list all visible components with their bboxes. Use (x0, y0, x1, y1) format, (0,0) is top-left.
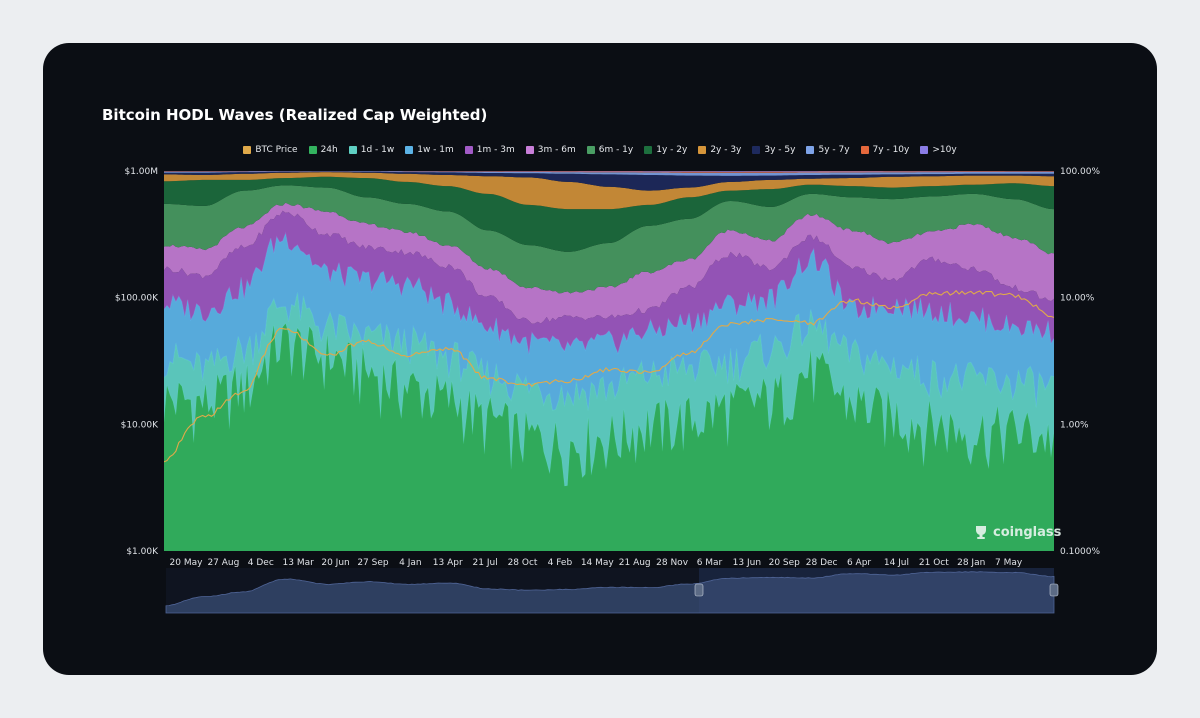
legend-swatch (405, 146, 414, 154)
legend-swatch (920, 146, 929, 154)
x-tick: 21 Jul (473, 558, 498, 568)
x-tick: 6 Apr (847, 558, 871, 568)
band-1w-1m[interactable] (164, 233, 1054, 411)
x-tick: 28 Dec (806, 558, 838, 568)
legend-label: 2y - 3y (710, 145, 742, 155)
chart-card: Bitcoin HODL Waves (Realized Cap Weighte… (43, 43, 1157, 675)
x-tick: 20 Sep (769, 558, 801, 568)
navigator-left-handle[interactable] (694, 583, 704, 597)
x-tick: 27 Sep (357, 558, 389, 568)
band-6m-1y[interactable] (164, 185, 1054, 294)
x-tick: 21 Oct (919, 558, 949, 568)
y-left-tick: $1.00M (124, 167, 158, 177)
legend-item-7[interactable]: 1y - 2y (644, 145, 687, 155)
legend-label: BTC Price (255, 145, 298, 155)
legend-swatch (752, 146, 761, 154)
legend-swatch (586, 146, 595, 154)
legend-swatch (464, 146, 473, 154)
legend-label: 1m - 3m (476, 145, 515, 155)
legend-swatch (243, 146, 252, 154)
x-tick: 28 Oct (508, 558, 538, 568)
legend-swatch (308, 146, 317, 154)
legend-item-5[interactable]: 3m - 6m (525, 145, 576, 155)
legend-label: 1w - 1m (417, 145, 454, 155)
y-right-tick: 10.00% (1060, 294, 1095, 304)
legend-swatch (698, 146, 707, 154)
y-right-tick: 1.00% (1060, 420, 1089, 430)
y-right-tick: 100.00% (1060, 167, 1100, 177)
legend-label: 3y - 5y (764, 145, 796, 155)
legend-label: 1y - 2y (656, 145, 688, 155)
legend-item-12[interactable]: >10y (920, 145, 957, 155)
legend-label: 7y - 10y (872, 145, 910, 155)
watermark: coinglass (973, 524, 1061, 540)
legend-item-8[interactable]: 2y - 3y (698, 145, 741, 155)
band-1m-3m[interactable] (164, 210, 1054, 355)
y-left-tick: $1.00K (126, 547, 159, 557)
band-1y-2y[interactable] (164, 176, 1054, 252)
x-tick: 14 May (581, 558, 615, 568)
legend-label: 24h (320, 145, 338, 155)
hodl-waves-chart: $1.00K $10.00K $100.00K $1.00M 0.1000% 1.00%… (115, 167, 1100, 614)
x-tick: 4 Feb (548, 558, 573, 568)
legend-label: 1d - 1w (360, 145, 395, 155)
x-tick: 13 Mar (283, 558, 315, 568)
navigator-right-handle[interactable] (1049, 583, 1059, 597)
legend-swatch (348, 146, 357, 154)
x-tick: 14 Jul (884, 558, 909, 568)
band-2y-3y[interactable] (164, 172, 1054, 210)
range-navigator[interactable] (165, 568, 1059, 614)
legend-label: 6m - 1y (598, 145, 634, 155)
x-tick: 13 Apr (433, 558, 463, 568)
legend-label: >10y (932, 145, 957, 155)
x-tick: 21 Aug (619, 558, 651, 568)
x-tick: 13 Jun (733, 558, 761, 568)
x-tick: 20 Jun (321, 558, 349, 568)
navigator-series (165, 571, 1055, 614)
chart-legend: BTC Price 24h 1d - 1w 1w - 1m 1m - 3m 3m - 6m… (43, 145, 1157, 155)
legend-item-10[interactable]: 5y - 7y (806, 145, 850, 155)
band-7y-10y[interactable] (164, 171, 1054, 173)
x-tick: 7 May (995, 558, 1023, 568)
legend-label: 3m - 6m (537, 145, 576, 155)
legend-item-3[interactable]: 1w - 1m (405, 145, 454, 155)
legend-item-2[interactable]: 1d - 1w (348, 145, 395, 155)
legend-swatch (860, 146, 869, 154)
watermark-text: coinglass (993, 524, 1062, 540)
legend-item-4[interactable]: 1m - 3m (464, 145, 515, 155)
chart-title: Bitcoin HODL Waves (Realized Cap Weighte… (102, 106, 488, 124)
x-tick: 27 Aug (207, 558, 239, 568)
y-right-tick: 0.1000% (1060, 547, 1100, 557)
legend-item-0[interactable]: BTC Price (243, 145, 298, 155)
legend-swatch (644, 146, 653, 154)
band-5y-7y[interactable] (164, 171, 1054, 176)
legend-swatch (525, 146, 534, 154)
legend-label: 5y - 7y (818, 145, 850, 155)
legend-swatch (806, 146, 815, 154)
x-tick: 20 May (170, 558, 204, 568)
band-3y-5y[interactable] (164, 171, 1054, 191)
x-tick: 28 Jan (957, 558, 985, 568)
x-tick: 4 Dec (248, 558, 274, 568)
btc-price-line[interactable] (164, 289, 1054, 463)
coinglass-logo-icon (976, 526, 986, 539)
band-3m-6m[interactable] (164, 202, 1054, 324)
y-left-tick: $100.00K (115, 294, 159, 304)
band-1d-1w[interactable] (164, 292, 1054, 487)
band--10y[interactable] (164, 171, 1054, 172)
x-tick: 4 Jan (399, 558, 421, 568)
x-tick: 28 Nov (656, 558, 689, 568)
legend-item-6[interactable]: 6m - 1y (586, 145, 634, 155)
legend-item-11[interactable]: 7y - 10y (860, 145, 910, 155)
y-left-tick: $10.00K (121, 420, 159, 430)
legend-item-1[interactable]: 24h (308, 145, 338, 155)
x-tick: 6 Mar (697, 558, 723, 568)
legend-item-9[interactable]: 3y - 5y (752, 145, 795, 155)
